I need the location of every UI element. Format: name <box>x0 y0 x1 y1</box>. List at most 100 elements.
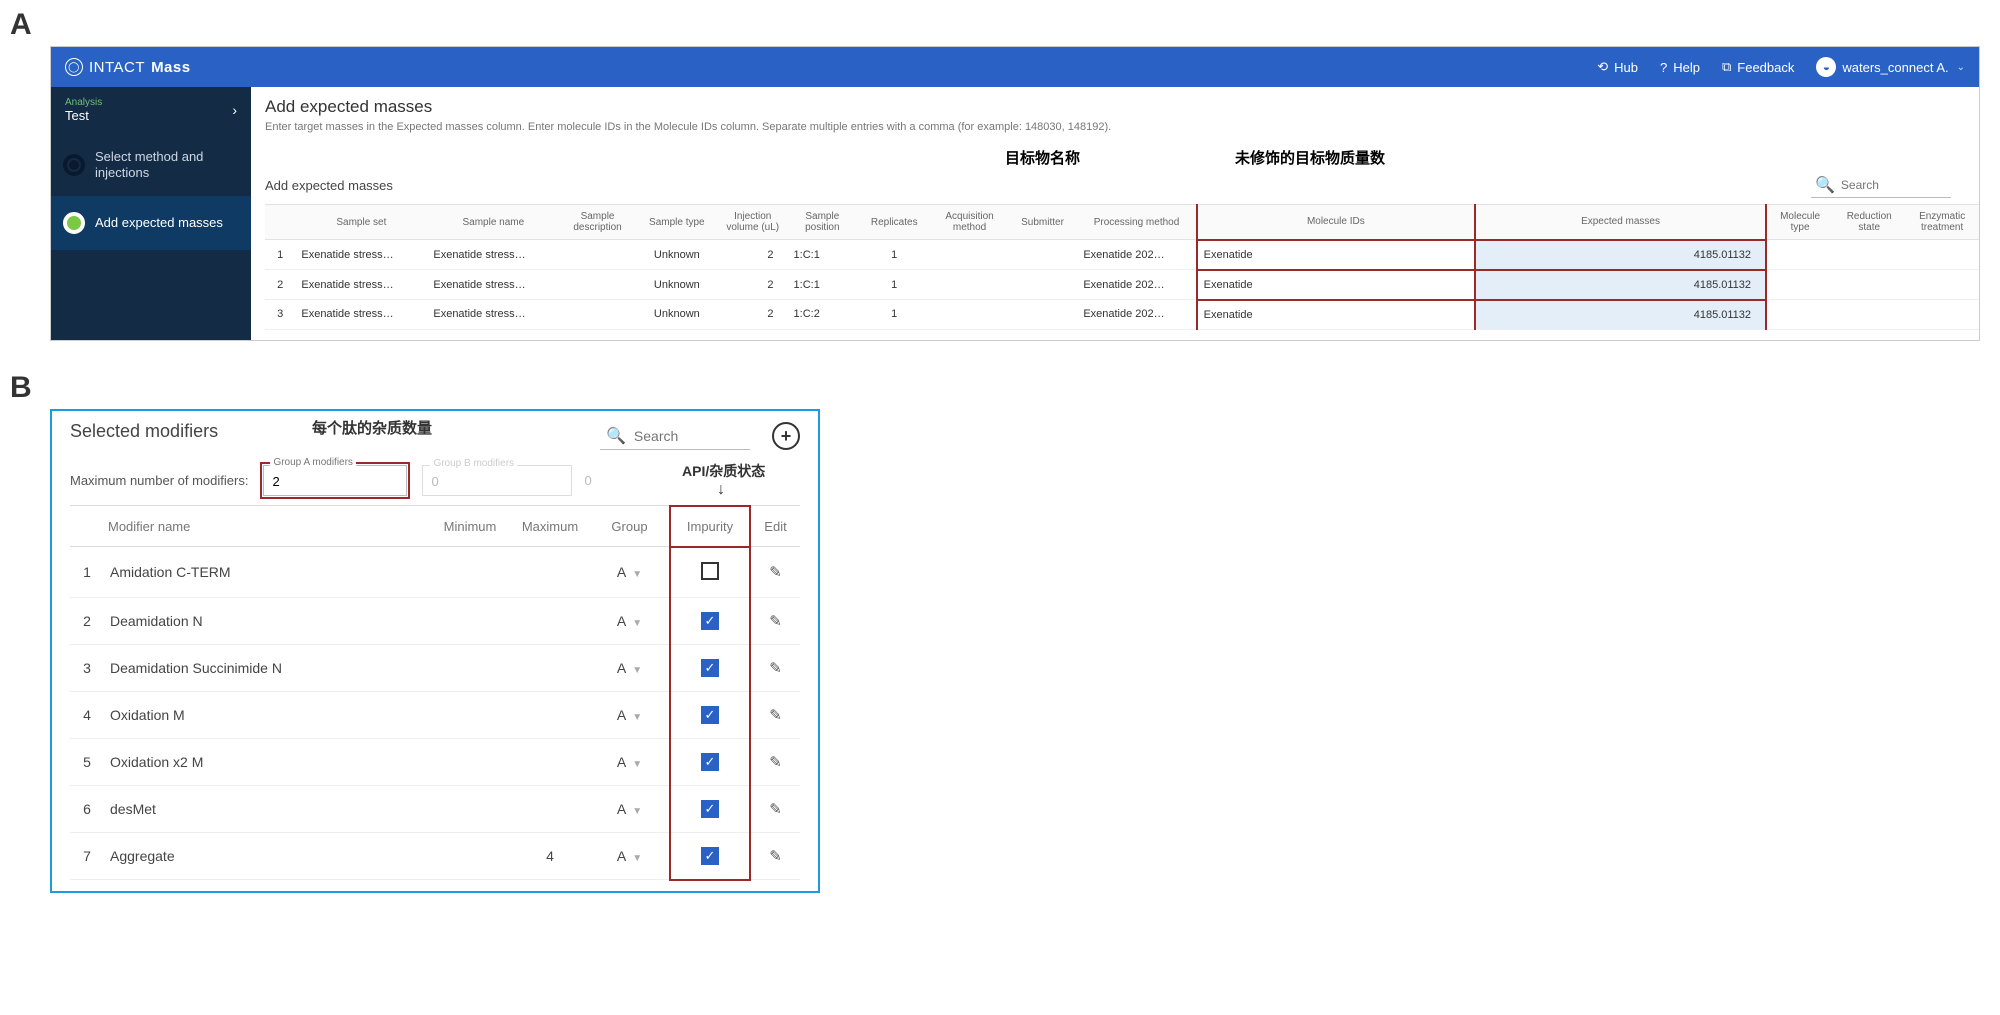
cell-inj-vol[interactable]: 2 <box>718 300 788 330</box>
cell-submitter[interactable] <box>1008 240 1078 270</box>
cell-sample-pos[interactable]: 1:C:2 <box>788 300 858 330</box>
cell-proc[interactable]: Exenatide 202… <box>1077 240 1196 270</box>
cell-mol-type[interactable] <box>1766 300 1833 330</box>
impurity-checkbox[interactable]: ✓ <box>701 659 719 677</box>
cell-mol-type[interactable] <box>1766 270 1833 300</box>
col-sample-set[interactable]: Sample set <box>295 205 427 240</box>
col-submitter[interactable]: Submitter <box>1008 205 1078 240</box>
cell-minimum[interactable] <box>430 738 510 785</box>
cell-sample-pos[interactable]: 1:C:1 <box>788 240 858 270</box>
cell-modifier-name[interactable]: Deamidation Succinimide N <box>104 644 430 691</box>
cell-maximum[interactable] <box>510 644 590 691</box>
col-impurity[interactable]: Impurity <box>670 506 750 547</box>
modifier-row[interactable]: 7Aggregate4A▼✓✎ <box>70 832 800 880</box>
cell-modifier-name[interactable]: Oxidation x2 M <box>104 738 430 785</box>
cell-modifier-name[interactable]: desMet <box>104 785 430 832</box>
impurity-checkbox[interactable]: ✓ <box>701 847 719 865</box>
cell-group[interactable]: A▼ <box>590 644 670 691</box>
cell-group[interactable]: A▼ <box>590 738 670 785</box>
cell-expected-mass[interactable]: 4185.01132 <box>1475 300 1766 330</box>
cell-sample-name[interactable]: Exenatide stress… <box>427 240 559 270</box>
cell-sample-set[interactable]: Exenatide stress… <box>295 270 427 300</box>
col-sample-name[interactable]: Sample name <box>427 205 559 240</box>
cell-submitter[interactable] <box>1008 300 1078 330</box>
cell-submitter[interactable] <box>1008 270 1078 300</box>
cell-replicates[interactable]: 1 <box>857 270 931 300</box>
group-a-input[interactable] <box>263 465 407 496</box>
impurity-checkbox[interactable]: ✓ <box>701 800 719 818</box>
cell-inj-vol[interactable]: 2 <box>718 270 788 300</box>
col-sample-type[interactable]: Sample type <box>636 205 718 240</box>
step-select-method[interactable]: Select method and injections <box>51 133 251 196</box>
col-sample-desc[interactable]: Sample description <box>559 205 635 240</box>
modifier-row[interactable]: 5Oxidation x2 MA▼✓✎ <box>70 738 800 785</box>
cell-group[interactable]: A▼ <box>590 597 670 644</box>
cell-proc[interactable]: Exenatide 202… <box>1077 300 1196 330</box>
modifier-search-input[interactable] <box>634 428 744 444</box>
cell-minimum[interactable] <box>430 547 510 598</box>
impurity-checkbox[interactable]: ✓ <box>701 612 719 630</box>
table-row[interactable]: 3Exenatide stress…Exenatide stress…Unkno… <box>265 300 1979 330</box>
cell-modifier-name[interactable]: Deamidation N <box>104 597 430 644</box>
cell-acq[interactable] <box>931 240 1007 270</box>
cell-enz[interactable] <box>1905 300 1979 330</box>
col-red-state[interactable]: Reduction state <box>1833 205 1905 240</box>
cell-maximum[interactable] <box>510 785 590 832</box>
cell-maximum[interactable] <box>510 738 590 785</box>
col-proc-method[interactable]: Processing method <box>1077 205 1196 240</box>
cell-group[interactable]: A▼ <box>590 547 670 598</box>
cell-modifier-name[interactable]: Oxidation M <box>104 691 430 738</box>
cell-sample-type[interactable]: Unknown <box>636 270 718 300</box>
cell-red-state[interactable] <box>1833 240 1905 270</box>
table-row[interactable]: 1Exenatide stress…Exenatide stress…Unkno… <box>265 240 1979 270</box>
help-link[interactable]: ?Help <box>1660 60 1700 75</box>
col-molecule-ids[interactable]: Molecule IDs <box>1197 205 1475 240</box>
cell-expected-mass[interactable]: 4185.01132 <box>1475 270 1766 300</box>
cell-molecule-id[interactable]: Exenatide <box>1197 240 1475 270</box>
cell-minimum[interactable] <box>430 597 510 644</box>
col-minimum[interactable]: Minimum <box>430 506 510 547</box>
col-mol-type[interactable]: Molecule type <box>1766 205 1833 240</box>
impurity-checkbox[interactable] <box>701 562 719 580</box>
col-inj-vol[interactable]: Injection volume (uL) <box>718 205 788 240</box>
table-row[interactable]: 2Exenatide stress…Exenatide stress…Unkno… <box>265 270 1979 300</box>
modifier-row[interactable]: 2Deamidation NA▼✓✎ <box>70 597 800 644</box>
col-sample-pos[interactable]: Sample position <box>788 205 858 240</box>
analysis-header[interactable]: Analysis Test › <box>51 87 251 133</box>
group-b-input[interactable] <box>422 465 572 496</box>
cell-sample-pos[interactable]: 1:C:1 <box>788 270 858 300</box>
user-menu[interactable]: ◒waters_connect A.⌄ <box>1816 57 1965 77</box>
cell-minimum[interactable] <box>430 832 510 880</box>
hub-link[interactable]: ⟲Hub <box>1597 59 1638 75</box>
cell-molecule-id[interactable]: Exenatide <box>1197 270 1475 300</box>
cell-enz[interactable] <box>1905 240 1979 270</box>
cell-sample-desc[interactable] <box>559 240 635 270</box>
cell-modifier-name[interactable]: Amidation C-TERM <box>104 547 430 598</box>
add-modifier-button[interactable]: + <box>772 422 800 450</box>
cell-red-state[interactable] <box>1833 270 1905 300</box>
col-maximum[interactable]: Maximum <box>510 506 590 547</box>
modifier-row[interactable]: 1Amidation C-TERMA▼✎ <box>70 547 800 598</box>
modifier-row[interactable]: 6desMetA▼✓✎ <box>70 785 800 832</box>
cell-minimum[interactable] <box>430 644 510 691</box>
cell-sample-desc[interactable] <box>559 270 635 300</box>
col-group[interactable]: Group <box>590 506 670 547</box>
cell-edit[interactable]: ✎ <box>750 832 800 880</box>
cell-maximum[interactable] <box>510 547 590 598</box>
cell-inj-vol[interactable]: 2 <box>718 240 788 270</box>
modifier-search[interactable]: 🔍 <box>600 423 750 450</box>
cell-sample-type[interactable]: Unknown <box>636 300 718 330</box>
cell-red-state[interactable] <box>1833 300 1905 330</box>
cell-modifier-name[interactable]: Aggregate <box>104 832 430 880</box>
cell-sample-desc[interactable] <box>559 300 635 330</box>
feedback-link[interactable]: ⧉Feedback <box>1722 59 1794 75</box>
cell-mol-type[interactable] <box>1766 240 1833 270</box>
cell-proc[interactable]: Exenatide 202… <box>1077 270 1196 300</box>
cell-edit[interactable]: ✎ <box>750 644 800 691</box>
cell-replicates[interactable]: 1 <box>857 240 931 270</box>
cell-acq[interactable] <box>931 270 1007 300</box>
cell-enz[interactable] <box>1905 270 1979 300</box>
cell-group[interactable]: A▼ <box>590 691 670 738</box>
cell-maximum[interactable] <box>510 691 590 738</box>
col-acq-method[interactable]: Acquisition method <box>931 205 1007 240</box>
